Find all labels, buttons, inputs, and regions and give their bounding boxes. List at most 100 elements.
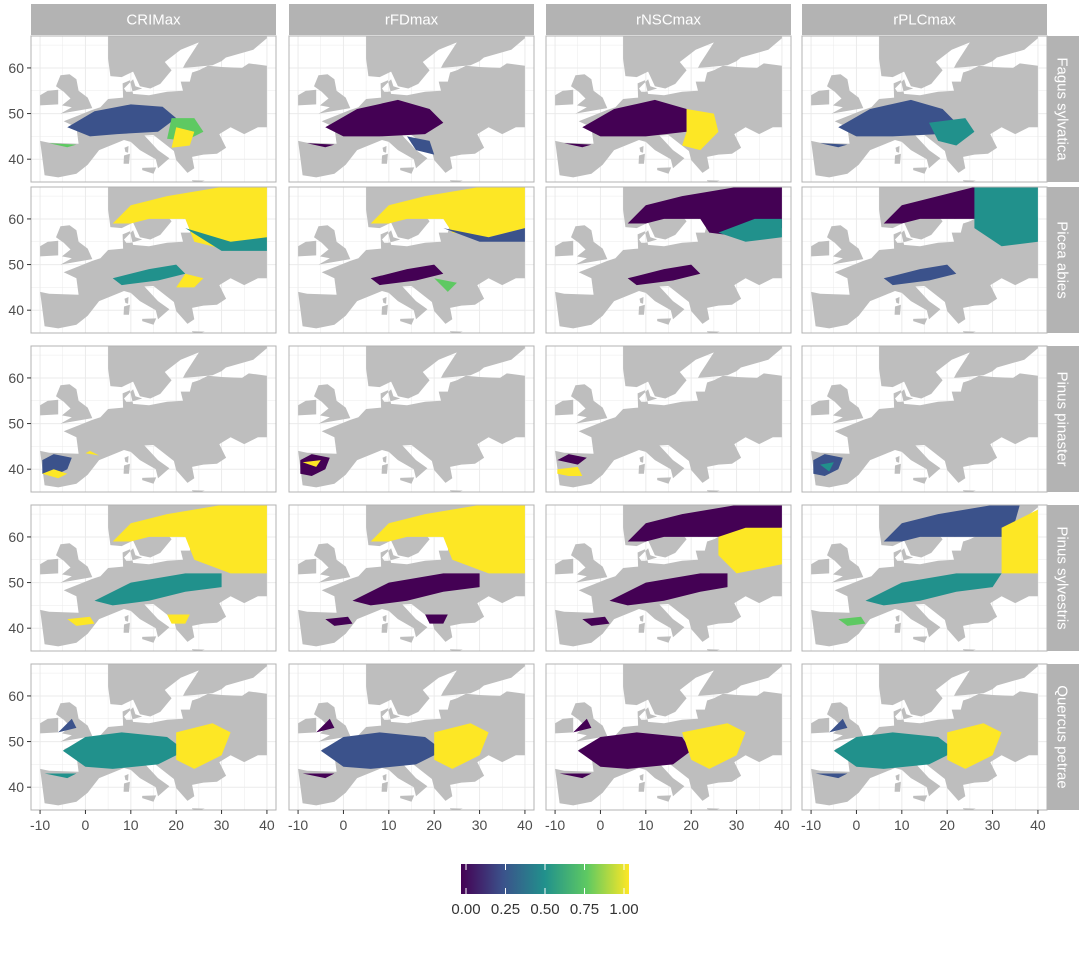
y-tick-label: 50: [8, 257, 24, 273]
species-range-cells: [609, 573, 728, 606]
map-panel: [30, 504, 277, 652]
x-tick-label: 20: [426, 817, 442, 833]
row-strips: Fagus sylvatica Picea abies Pinus pinaster…: [1046, 36, 1079, 810]
map-layer: [298, 187, 525, 333]
species-range-cells: [883, 505, 1020, 542]
y-tick-label: 50: [8, 575, 24, 591]
species-range-cells: [582, 616, 610, 626]
x-tick-label: 30: [985, 817, 1001, 833]
row-strip: [1046, 664, 1079, 810]
panel-border: [30, 35, 277, 183]
x-tick-label: 0: [853, 817, 861, 833]
map-panel: [545, 186, 792, 334]
x-tick-label: 20: [168, 817, 184, 833]
map-layer: [555, 187, 782, 333]
y-tick-label: 60: [8, 211, 24, 227]
map-panel: [801, 504, 1048, 652]
panel-border: [30, 186, 277, 334]
y-tick-label: 40: [8, 620, 24, 636]
column-strip: [546, 4, 791, 35]
species-range-cells: [320, 732, 444, 769]
map-layer: [811, 187, 1038, 333]
species-range-cells: [582, 99, 687, 137]
row-label: Picea abies: [1054, 221, 1071, 299]
colorbar-legend: 0.00 0.25 0.50 0.75 1.00: [451, 864, 639, 918]
panel-border: [545, 663, 792, 811]
map-panel: [30, 663, 277, 811]
species-range-cells: [564, 143, 592, 148]
legend-tick-label: 0.25: [491, 901, 520, 918]
map-panel: [801, 186, 1048, 334]
column-strip: [31, 4, 276, 35]
map-panel: [801, 663, 1048, 811]
map-layer: [40, 664, 267, 810]
species-range-cells: [557, 454, 587, 465]
row-label: Pinus sylvestris: [1054, 526, 1071, 629]
species-range-cells: [559, 773, 592, 779]
map-panel: [801, 35, 1048, 183]
species-range-cells: [718, 218, 782, 242]
map-layer: [298, 346, 525, 492]
column-strips: CRIMax rFDmax rNSCmax rPLCmax: [31, 4, 1047, 35]
map-panel: [288, 663, 535, 811]
x-tick-label: 30: [214, 817, 230, 833]
y-tick-label: 50: [8, 416, 24, 432]
column-label: rPLCmax: [893, 12, 956, 29]
panel-border: [801, 663, 1048, 811]
species-range-cells: [443, 228, 525, 242]
species-range-cells: [112, 187, 267, 251]
x-tick-label: 30: [472, 817, 488, 833]
species-range-cells: [85, 450, 100, 456]
species-range-cells: [829, 718, 848, 733]
panel-border: [545, 35, 792, 183]
panel-border: [288, 663, 535, 811]
species-range-cells: [718, 527, 782, 574]
species-range-cells: [627, 264, 701, 286]
y-tick-label: 40: [8, 461, 24, 477]
row-label: Pinus pinaster: [1054, 371, 1071, 466]
species-range-cells: [370, 264, 444, 286]
panel-border: [801, 186, 1048, 334]
column-label: rFDmax: [385, 12, 439, 29]
row-label: Quercus petrae: [1054, 685, 1071, 788]
species-range-cells: [94, 573, 222, 606]
map-panels: [30, 35, 1048, 811]
species-range-cells: [865, 573, 1002, 606]
x-tick-label: -10: [30, 817, 50, 833]
map-layer: [555, 664, 782, 810]
species-range-cells: [176, 273, 204, 288]
species-range-cells: [557, 466, 583, 476]
x-tick-label: 10: [123, 817, 139, 833]
x-tick-label: 10: [894, 817, 910, 833]
species-range-cells: [929, 118, 975, 146]
y-tick-label: 40: [8, 151, 24, 167]
map-panel: [545, 35, 792, 183]
panel-border: [288, 186, 535, 334]
row-label: Fagus sylvatica: [1054, 57, 1071, 161]
land-mass: [298, 346, 525, 492]
species-range-cells: [425, 614, 448, 624]
x-tick-label: 10: [381, 817, 397, 833]
map-panel: [801, 345, 1048, 493]
species-range-cells: [302, 460, 321, 467]
species-range-cells: [185, 228, 267, 251]
map-panel: [545, 345, 792, 493]
x-tick-label: 40: [259, 817, 275, 833]
panel-border: [30, 345, 277, 493]
species-range-cells: [573, 718, 592, 733]
map-panel: [545, 504, 792, 652]
species-range-cells: [42, 454, 72, 476]
map-layer: [40, 187, 267, 333]
species-range-cells: [62, 732, 186, 769]
panel-border: [801, 35, 1048, 183]
x-tick-label: -10: [545, 817, 565, 833]
species-range-cells: [883, 187, 984, 224]
panel-border: [30, 663, 277, 811]
species-range-cells: [407, 136, 435, 155]
species-range-cells: [434, 278, 457, 292]
map-panel: [288, 186, 535, 334]
column-strip: [802, 4, 1047, 35]
species-range-cells: [815, 773, 848, 779]
species-range-cells: [58, 718, 77, 733]
